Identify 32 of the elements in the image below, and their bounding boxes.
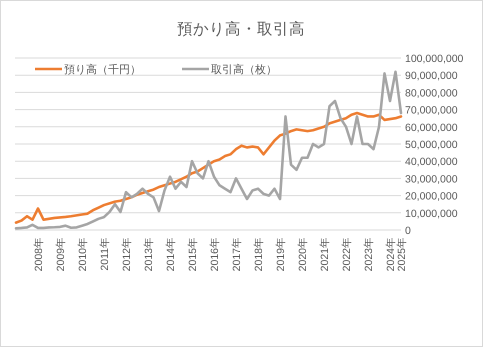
xtick: 2017年 — [231, 237, 243, 272]
ytick: 70,000,000 — [405, 104, 458, 117]
xtick: 2014年 — [165, 237, 177, 272]
ytick: 50,000,000 — [405, 139, 458, 151]
xtick: 2020年 — [297, 237, 309, 272]
xtick: 2011年 — [99, 237, 111, 271]
xtick: 2025年 — [396, 237, 408, 272]
xtick: 2013年 — [143, 237, 155, 272]
title: 預かり高・取引高 — [177, 21, 305, 38]
xtick: 2010年 — [77, 237, 89, 272]
ytick: 20,000,000 — [405, 190, 458, 203]
legend-label: 預り高（千円） — [64, 63, 141, 76]
xtick: 2022年 — [341, 237, 353, 272]
ytick: 40,000,000 — [405, 156, 458, 168]
ytick: 30,000,000 — [405, 173, 458, 186]
ytick: 100,000,000 — [405, 53, 464, 65]
xtick: 2019年 — [275, 237, 287, 272]
ytick: 60,000,000 — [405, 122, 458, 134]
ytick: 10,000,000 — [405, 208, 458, 220]
xtick: 2009年 — [55, 237, 67, 272]
xtick: 2024年 — [385, 237, 397, 272]
xtick: 2021年 — [319, 237, 331, 272]
ytick: 80,000,000 — [405, 87, 458, 100]
xtick: 2016年 — [209, 237, 221, 272]
xtick: 2018年 — [253, 237, 265, 272]
xtick: 2023年 — [363, 237, 375, 272]
legend-label: 取引高（枚） — [211, 63, 277, 76]
xtick: 2012年 — [121, 237, 133, 272]
ytick: 90,000,000 — [405, 70, 458, 82]
xtick: 2008年 — [33, 237, 45, 272]
ytick: 0 — [405, 225, 411, 237]
xtick: 2015年 — [187, 237, 199, 272]
